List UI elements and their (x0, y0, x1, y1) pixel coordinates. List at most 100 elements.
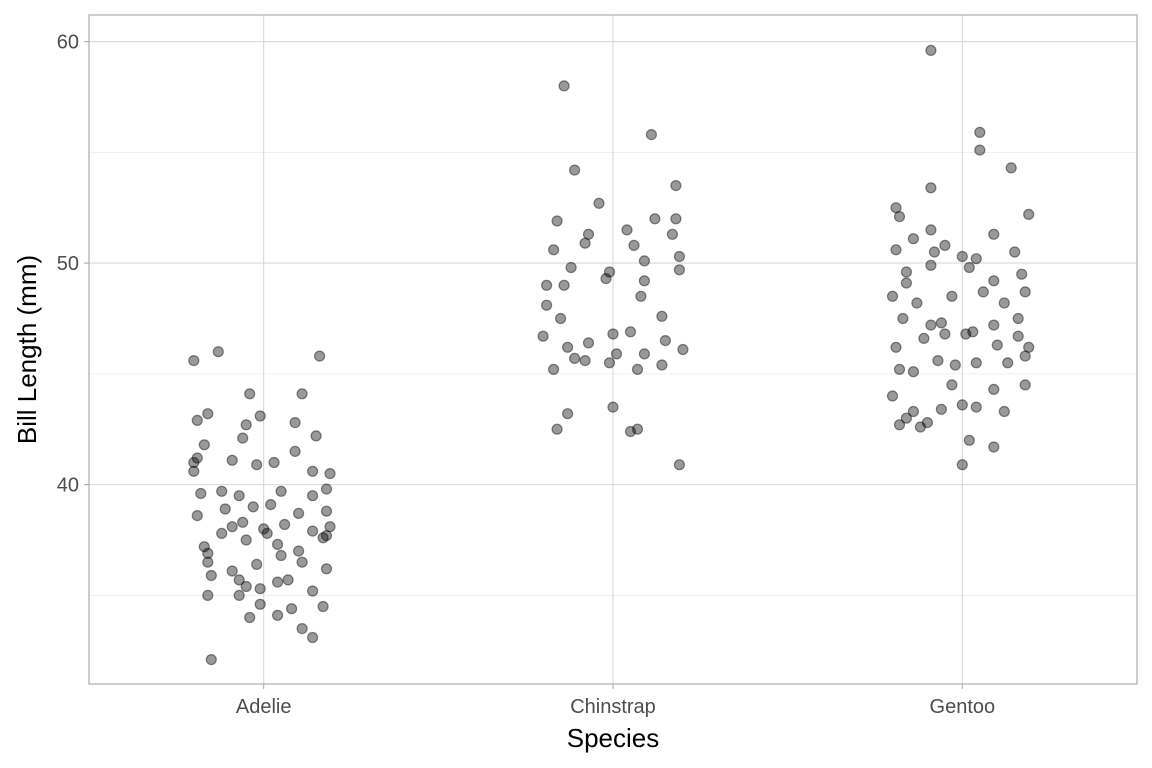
data-point-adelie (251, 459, 263, 471)
data-point-chinstrap (568, 352, 581, 364)
data-point-gentoo (988, 319, 1000, 331)
data-point-adelie (289, 417, 301, 429)
data-point-adelie (272, 576, 284, 588)
data-point-chinstrap (656, 359, 668, 371)
data-point-gentoo (907, 405, 920, 418)
data-point-adelie (226, 521, 238, 533)
data-point-chinstrap (638, 348, 651, 360)
data-point-chinstrap (547, 363, 560, 375)
data-point-chinstrap (677, 343, 689, 356)
data-point-chinstrap (607, 328, 619, 340)
data-point-adelie (307, 465, 319, 477)
x-tick-label-gentoo: Gentoo (930, 696, 996, 718)
data-point-gentoo (939, 239, 951, 251)
grid-lines (89, 15, 1137, 684)
data-point-gentoo (963, 261, 975, 274)
data-point-adelie (219, 503, 231, 515)
data-point-chinstrap (638, 255, 651, 267)
y-tick-label: 40 (57, 475, 79, 497)
data-point-adelie (240, 419, 252, 431)
tick-labels: 40 50 60 Adelie Chinstrap Gentoo (57, 32, 995, 718)
data-point-gentoo (935, 317, 948, 329)
data-point-gentoo (907, 366, 920, 378)
data-point-chinstrap (673, 250, 686, 263)
data-point-gentoo (998, 297, 1010, 309)
data-point-adelie (205, 569, 217, 582)
data-point-adelie (307, 490, 319, 502)
data-point-adelie (317, 532, 329, 544)
data-point-adelie (233, 589, 245, 602)
data-point-gentoo (988, 228, 1000, 240)
data-point-gentoo (1019, 350, 1031, 362)
data-point-gentoo (925, 259, 937, 271)
data-point-gentoo (946, 290, 958, 302)
data-point-gentoo (977, 286, 989, 298)
data-point-gentoo (925, 44, 937, 57)
data-point-adelie (191, 509, 203, 522)
data-point-chinstrap (673, 459, 686, 471)
data-point-adelie (261, 527, 273, 540)
data-point-gentoo (1005, 162, 1017, 174)
data-point-gentoo (956, 250, 968, 263)
data-point-adelie (265, 499, 277, 511)
data-point-chinstrap (540, 279, 553, 291)
data-point-adelie (198, 541, 210, 553)
data-point-gentoo (974, 144, 986, 156)
data-point-adelie (293, 545, 305, 557)
data-point-gentoo (1012, 330, 1024, 342)
y-axis-title: Bill Length (mm) (12, 255, 42, 444)
data-point-chinstrap (554, 312, 567, 325)
x-tick-label-adelie: Adelie (236, 696, 292, 718)
data-point-gentoo (925, 182, 937, 194)
data-point-gentoo (918, 332, 930, 344)
data-point-gentoo (988, 275, 1000, 287)
data-point-gentoo (967, 326, 979, 338)
data-point-chinstrap (561, 341, 574, 353)
data-point-adelie (310, 430, 322, 442)
data-point-adelie (314, 350, 326, 362)
data-point-adelie (254, 410, 266, 422)
data-point-gentoo (886, 390, 899, 402)
data-point-gentoo (956, 459, 968, 471)
axis-ticks (84, 41, 963, 689)
data-point-adelie (275, 485, 287, 497)
data-point-gentoo (974, 126, 986, 138)
data-point-chinstrap (673, 264, 686, 276)
x-axis-title: Species (567, 723, 660, 753)
data-point-gentoo (886, 290, 899, 302)
data-point-gentoo (970, 401, 982, 413)
data-point-gentoo (893, 211, 906, 223)
data-point-chinstrap (582, 337, 595, 349)
data-point-chinstrap (635, 290, 647, 302)
data-point-gentoo (914, 421, 927, 433)
data-point-gentoo (991, 339, 1003, 351)
data-point-chinstrap (624, 425, 637, 438)
data-point-gentoo (1016, 268, 1028, 280)
data-point-adelie (198, 439, 210, 451)
data-point-adelie (275, 549, 287, 562)
y-tick-label: 50 (57, 253, 79, 275)
data-point-adelie (226, 454, 238, 466)
data-point-adelie (244, 388, 256, 400)
data-point-adelie (296, 388, 308, 400)
data-point-gentoo (907, 233, 920, 245)
data-point-gentoo (925, 224, 937, 236)
data-point-chinstrap (603, 357, 616, 369)
data-point-gentoo (900, 412, 913, 424)
data-point-chinstrap (666, 228, 679, 240)
data-point-gentoo (1002, 357, 1014, 369)
data-point-adelie (320, 483, 333, 495)
data-point-chinstrap (628, 239, 640, 251)
data-point-chinstrap (659, 335, 672, 347)
data-point-adelie (216, 527, 228, 540)
data-point-adelie (286, 603, 298, 615)
data-point-chinstrap (547, 244, 560, 256)
data-point-gentoo (988, 383, 1000, 395)
data-point-adelie (202, 547, 214, 559)
data-point-chinstrap (540, 299, 553, 311)
data-point-chinstrap (624, 326, 637, 338)
data-point-gentoo (900, 266, 913, 278)
data-point-adelie (202, 589, 214, 602)
data-point-chinstrap (670, 180, 682, 192)
data-point-gentoo (939, 328, 951, 340)
